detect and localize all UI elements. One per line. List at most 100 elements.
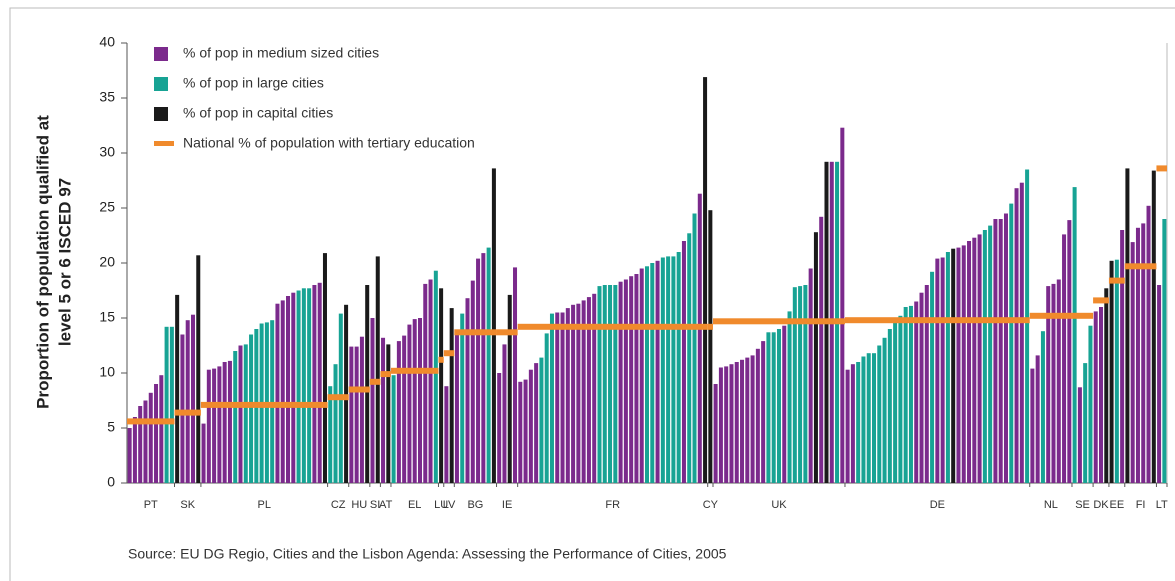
- bar: [1135, 227, 1140, 483]
- bar: [270, 320, 275, 483]
- bar: [798, 286, 803, 483]
- bar: [523, 379, 528, 483]
- legend-label: % of pop in large cities: [183, 75, 324, 91]
- bar: [703, 77, 708, 483]
- bar: [650, 263, 655, 483]
- bar: [571, 304, 576, 483]
- bar: [491, 168, 496, 483]
- bar: [813, 232, 818, 483]
- national-segment: [390, 367, 439, 374]
- national-segment: [1108, 277, 1125, 284]
- bar: [687, 233, 692, 483]
- bar: [322, 253, 327, 483]
- national-segment: [1029, 312, 1072, 319]
- bar: [164, 326, 169, 483]
- y-tick-label: 40: [99, 34, 115, 50]
- y-tick-label: 20: [99, 254, 115, 270]
- bar: [882, 337, 887, 483]
- bar: [222, 362, 227, 483]
- bar: [396, 341, 401, 483]
- bar: [819, 216, 824, 484]
- national-segment: [369, 378, 381, 385]
- bar: [127, 428, 132, 483]
- national-segment: [127, 418, 175, 425]
- bar: [967, 241, 972, 483]
- bar: [386, 344, 391, 483]
- bar: [576, 303, 581, 483]
- bar: [407, 324, 412, 483]
- bar: [745, 357, 750, 483]
- bar: [782, 325, 787, 483]
- bar: [454, 330, 459, 483]
- bar: [697, 193, 702, 483]
- bar: [914, 301, 919, 483]
- national-segment: [454, 329, 497, 336]
- x-tick-label: DE: [930, 499, 945, 511]
- bar: [534, 363, 539, 483]
- x-tick-label: SK: [180, 499, 195, 511]
- x-tick-label: NL: [1044, 499, 1058, 511]
- bar: [771, 332, 776, 483]
- national-segment: [517, 323, 708, 330]
- bar: [982, 230, 987, 483]
- x-tick-label: EL: [408, 499, 421, 511]
- bar: [1009, 203, 1014, 483]
- bar: [460, 313, 465, 483]
- bar: [740, 359, 745, 483]
- bar: [1003, 213, 1008, 483]
- bar: [555, 312, 560, 483]
- bar: [180, 334, 185, 483]
- bar: [1035, 355, 1040, 483]
- bar: [1146, 205, 1151, 484]
- national-segment: [712, 318, 845, 325]
- bar: [1040, 331, 1045, 483]
- y-tick-label: 5: [107, 419, 115, 435]
- x-tick-label: BG: [467, 499, 483, 511]
- bar: [275, 303, 280, 483]
- bar: [433, 270, 438, 483]
- bar: [639, 268, 644, 483]
- bar: [945, 252, 950, 483]
- bar: [381, 337, 386, 483]
- bar: [344, 304, 349, 483]
- bar: [840, 127, 845, 483]
- national-segment: [438, 356, 444, 363]
- bar: [629, 276, 634, 483]
- bar: [375, 256, 380, 483]
- national-segment: [1156, 165, 1167, 172]
- bar: [148, 392, 153, 483]
- x-tick-label: LT: [1156, 499, 1168, 511]
- bar: [592, 293, 597, 483]
- bar: [359, 336, 364, 483]
- bar: [961, 245, 966, 483]
- bar: [476, 258, 481, 483]
- bar: [312, 285, 317, 483]
- x-tick-label: LU: [434, 499, 448, 511]
- bar: [497, 373, 502, 483]
- bar: [138, 406, 143, 483]
- national-segment: [1093, 297, 1109, 304]
- bar: [291, 292, 296, 483]
- bar: [940, 257, 945, 483]
- national-segment: [844, 317, 1030, 324]
- bar: [750, 355, 755, 483]
- national-segment: [1071, 312, 1094, 319]
- bar: [1014, 188, 1019, 483]
- bar: [481, 253, 486, 483]
- x-tick-label: AT: [379, 499, 393, 511]
- national-segment: [200, 401, 328, 408]
- bar: [866, 353, 871, 483]
- bar: [159, 375, 164, 483]
- legend-swatch: [154, 47, 168, 61]
- bar: [354, 346, 359, 483]
- bar: [1162, 219, 1167, 483]
- bar: [560, 312, 565, 483]
- bar: [1062, 234, 1067, 483]
- bar: [412, 319, 417, 483]
- national-segment: [174, 409, 201, 416]
- bar: [513, 267, 518, 483]
- national-segment: [1124, 263, 1157, 270]
- bar: [1120, 230, 1125, 483]
- bar: [544, 333, 549, 483]
